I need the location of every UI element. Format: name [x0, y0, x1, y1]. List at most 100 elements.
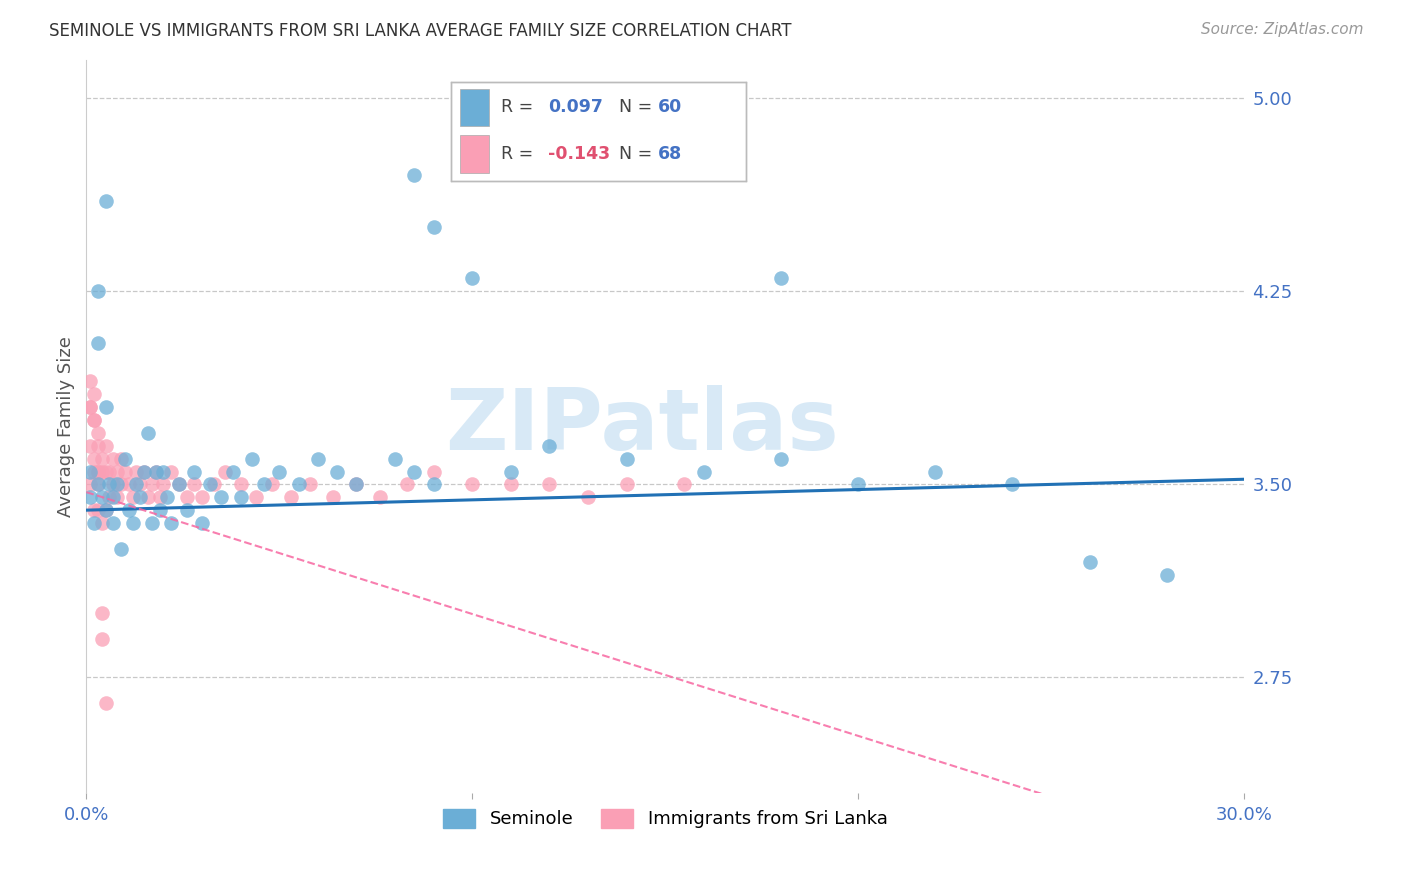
- Point: [94, 439, 117, 453]
- Point: [322, 490, 344, 504]
- Point: [90, 451, 112, 466]
- Point: [461, 271, 484, 285]
- Point: [110, 477, 132, 491]
- Point: [769, 271, 792, 285]
- Point: [83, 413, 105, 427]
- Point: [141, 477, 163, 491]
- Point: [105, 490, 128, 504]
- Point: [110, 451, 132, 466]
- Point: [149, 490, 172, 504]
- Point: [121, 490, 143, 504]
- Point: [260, 477, 283, 491]
- Point: [693, 465, 716, 479]
- Point: [280, 490, 302, 504]
- Point: [404, 169, 426, 183]
- Point: [103, 477, 125, 491]
- Point: [160, 465, 183, 479]
- Point: [94, 503, 117, 517]
- Point: [79, 439, 101, 453]
- Point: [616, 451, 638, 466]
- Point: [209, 490, 232, 504]
- Point: [83, 451, 105, 466]
- Point: [183, 465, 205, 479]
- Point: [924, 465, 946, 479]
- Point: [346, 477, 368, 491]
- Text: Source: ZipAtlas.com: Source: ZipAtlas.com: [1201, 22, 1364, 37]
- Point: [90, 516, 112, 530]
- Point: [160, 516, 183, 530]
- Point: [183, 477, 205, 491]
- Point: [79, 400, 101, 414]
- Point: [198, 477, 221, 491]
- Point: [114, 465, 136, 479]
- Point: [90, 632, 112, 646]
- Point: [769, 451, 792, 466]
- Point: [422, 219, 444, 234]
- Point: [461, 477, 484, 491]
- Point: [1156, 567, 1178, 582]
- Point: [125, 477, 148, 491]
- Point: [287, 477, 309, 491]
- Point: [87, 465, 110, 479]
- Point: [368, 490, 391, 504]
- Point: [94, 503, 117, 517]
- Point: [114, 451, 136, 466]
- Point: [191, 490, 214, 504]
- Point: [103, 451, 125, 466]
- Point: [422, 465, 444, 479]
- Legend: Seminole, Immigrants from Sri Lanka: Seminole, Immigrants from Sri Lanka: [436, 802, 894, 836]
- Point: [673, 477, 696, 491]
- Point: [103, 490, 125, 504]
- Point: [129, 490, 152, 504]
- Point: [240, 451, 263, 466]
- Point: [110, 541, 132, 556]
- Point: [1001, 477, 1024, 491]
- Point: [121, 516, 143, 530]
- Point: [98, 465, 121, 479]
- Point: [87, 477, 110, 491]
- Point: [326, 465, 349, 479]
- Point: [156, 490, 179, 504]
- Point: [176, 490, 198, 504]
- Point: [87, 465, 110, 479]
- Point: [152, 477, 174, 491]
- Point: [79, 490, 101, 504]
- Point: [83, 413, 105, 427]
- Point: [90, 465, 112, 479]
- Point: [83, 387, 105, 401]
- Point: [229, 477, 252, 491]
- Point: [141, 516, 163, 530]
- Point: [94, 465, 117, 479]
- Point: [269, 465, 291, 479]
- Point: [87, 503, 110, 517]
- Point: [145, 465, 167, 479]
- Point: [118, 477, 141, 491]
- Point: [846, 477, 869, 491]
- Point: [90, 606, 112, 620]
- Point: [83, 516, 105, 530]
- Text: SEMINOLE VS IMMIGRANTS FROM SRI LANKA AVERAGE FAMILY SIZE CORRELATION CHART: SEMINOLE VS IMMIGRANTS FROM SRI LANKA AV…: [49, 22, 792, 40]
- Point: [222, 465, 245, 479]
- Point: [253, 477, 276, 491]
- Point: [98, 490, 121, 504]
- Point: [191, 516, 214, 530]
- Point: [83, 465, 105, 479]
- Point: [167, 477, 190, 491]
- Point: [176, 503, 198, 517]
- Point: [90, 490, 112, 504]
- Point: [134, 465, 156, 479]
- Point: [118, 503, 141, 517]
- Point: [79, 465, 101, 479]
- Point: [422, 477, 444, 491]
- Point: [346, 477, 368, 491]
- Point: [404, 465, 426, 479]
- Point: [214, 465, 236, 479]
- Point: [245, 490, 267, 504]
- Point: [87, 425, 110, 440]
- Point: [384, 451, 406, 466]
- Point: [576, 490, 599, 504]
- Point: [499, 465, 522, 479]
- Point: [307, 451, 329, 466]
- Point: [105, 465, 128, 479]
- Point: [229, 490, 252, 504]
